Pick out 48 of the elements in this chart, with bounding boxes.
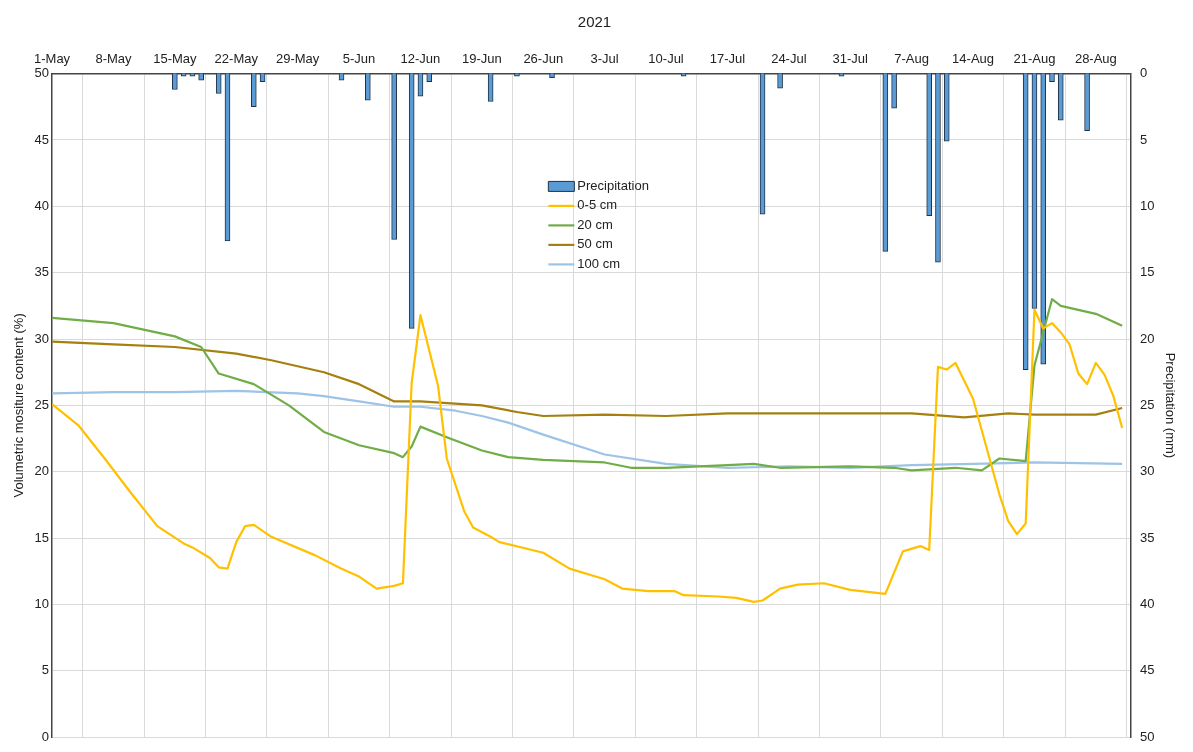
x-tick-label: 22-May bbox=[214, 51, 259, 67]
x-tick-label: 3-Jul bbox=[590, 51, 619, 67]
x-tick-label: 26-Jun bbox=[523, 51, 564, 67]
y2-tick-label: 20 bbox=[1139, 330, 1155, 346]
y-axis-title: Volumetric mositure content (%) bbox=[11, 313, 27, 498]
x-tick-label: 29-May bbox=[275, 51, 320, 67]
x-tick-label: 21-Aug bbox=[1013, 51, 1056, 67]
y-tick-label: 45 bbox=[34, 131, 50, 147]
x-tick-label: 8-May bbox=[95, 51, 133, 67]
x-tick-label: 15-May bbox=[153, 51, 198, 67]
y2-axis-title: Precipitation (mm) bbox=[1162, 352, 1178, 459]
y-tick-label: 0 bbox=[41, 728, 50, 744]
x-tick-label: 19-Jun bbox=[461, 51, 502, 67]
x-tick-label: 12-Jun bbox=[400, 51, 441, 67]
y-tick-label: 5 bbox=[41, 662, 50, 678]
x-tick-label: 28-Aug bbox=[1074, 51, 1117, 67]
y2-tick-label: 40 bbox=[1139, 596, 1155, 612]
y2-tick-label: 15 bbox=[1139, 264, 1155, 280]
x-tick-label: 7-Aug bbox=[894, 51, 930, 67]
x-tick-label: 1-May bbox=[34, 51, 71, 67]
y2-tick-label: 10 bbox=[1139, 197, 1155, 213]
legend-label: 50 cm bbox=[577, 236, 613, 252]
y-tick-label: 25 bbox=[34, 396, 50, 412]
y2-tick-label: 35 bbox=[1139, 529, 1155, 545]
y-tick-label: 50 bbox=[34, 65, 50, 81]
legend-label: 0-5 cm bbox=[577, 197, 618, 213]
y-tick-label: 30 bbox=[34, 330, 50, 346]
x-tick-label: 10-Jul bbox=[648, 51, 684, 67]
y2-tick-label: 30 bbox=[1139, 463, 1155, 479]
legend-label: 20 cm bbox=[577, 216, 613, 232]
x-tick-label: 24-Jul bbox=[771, 51, 807, 67]
legend-label: 100 cm bbox=[577, 255, 620, 271]
y2-tick-label: 45 bbox=[1139, 662, 1155, 678]
y2-tick-label: 5 bbox=[1139, 131, 1148, 147]
y-tick-label: 35 bbox=[34, 264, 50, 280]
y-tick-label: 40 bbox=[34, 197, 50, 213]
x-tick-label: 5-Jun bbox=[342, 51, 376, 67]
y2-tick-label: 25 bbox=[1139, 396, 1155, 412]
x-tick-label: 31-Jul bbox=[832, 51, 869, 67]
x-tick-label: 14-Aug bbox=[952, 51, 995, 67]
legend-label: Precipitation bbox=[577, 177, 649, 193]
y2-tick-label: 50 bbox=[1139, 728, 1155, 744]
y-tick-label: 20 bbox=[34, 463, 50, 479]
y-tick-label: 10 bbox=[34, 596, 50, 612]
chart-title: 2021 bbox=[577, 13, 612, 31]
y2-tick-label: 0 bbox=[1139, 65, 1148, 81]
x-tick-label: 17-Jul bbox=[709, 51, 746, 67]
y-tick-label: 15 bbox=[34, 529, 50, 545]
